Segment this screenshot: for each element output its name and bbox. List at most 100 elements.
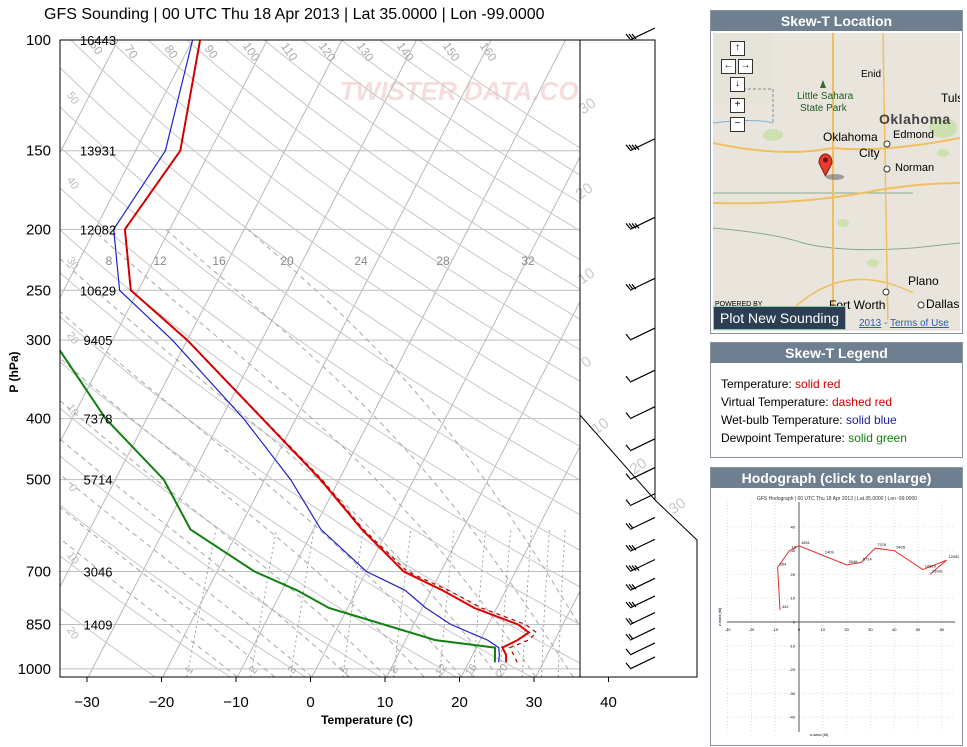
isotherm-line	[60, 40, 343, 589]
adiabat-top-label: 80	[162, 42, 181, 61]
legend-label: Virtual Temperature:	[721, 395, 832, 409]
height-label: 10629	[80, 283, 116, 298]
hodo-x-tick-label: 30	[868, 627, 873, 632]
dry-adiabat-line	[60, 66, 580, 447]
mixing-ratio-label: 32	[521, 254, 535, 268]
moist-adiabat-label: 30	[576, 95, 599, 118]
wind-barb-flag	[628, 523, 634, 529]
hodo-point-label: 5714	[863, 557, 873, 562]
isotherm-line	[386, 300, 580, 677]
moist-adiabat-line	[60, 257, 499, 677]
wind-barb-flag	[631, 283, 637, 290]
mixing-ratio-line	[557, 529, 566, 677]
mixing-ratio-bottom-label: 2	[247, 664, 260, 676]
legend-row: Wet-bulb Temperature: solid blue	[721, 411, 962, 429]
wind-barb-flag	[625, 333, 631, 340]
hodo-point-label: 9405	[896, 545, 906, 550]
isotherm-line	[60, 40, 268, 444]
wind-barb	[625, 216, 656, 230]
legend-row: Temperature: solid red	[721, 375, 962, 393]
moist-adiabat-line	[92, 228, 537, 677]
adiabat-edge-label: 50	[64, 90, 81, 107]
isotherm-line	[311, 155, 580, 677]
map-zoom-out-button[interactable]: −	[730, 117, 745, 132]
map-zoom-in-button[interactable]: +	[730, 98, 745, 113]
hodo-point-label: 3046	[849, 559, 859, 564]
legend-value: solid red	[795, 377, 841, 391]
moist-adiabat-label: 10	[575, 265, 598, 288]
map-pan-down-button[interactable]: ↓	[730, 77, 745, 92]
pressure-tick-label: 700	[26, 564, 51, 581]
wind-barb-flag	[628, 33, 634, 40]
wind-barb	[625, 627, 656, 641]
adiabat-top-label: 120	[316, 39, 339, 64]
wind-barb-flag	[631, 544, 637, 551]
map-label-okc-1: Oklahoma	[823, 130, 878, 144]
map-label-okc-2: City	[859, 146, 880, 160]
wind-barb-staff	[629, 516, 656, 530]
map-pan-up-button[interactable]: ↑	[730, 41, 745, 56]
wind-barb	[625, 438, 656, 452]
map-copyright: 2013 - Terms of Use	[859, 318, 949, 329]
wind-barb	[625, 642, 656, 656]
dry-adiabat-line	[60, 607, 156, 677]
height-label: 12082	[80, 222, 116, 237]
wind-barb	[625, 538, 656, 552]
x-tick-label: −30	[74, 694, 99, 711]
map-pan-right-button[interactable]: →	[738, 59, 753, 74]
wind-barb-flag	[631, 222, 637, 229]
x-tick-label: 0	[306, 694, 314, 711]
wind-barb-staff	[629, 595, 656, 609]
map-label-norman: Norman	[895, 162, 935, 174]
wind-barb-flag	[628, 618, 634, 624]
skewt-location-panel: Skew-T Location	[710, 10, 963, 334]
wind-barb	[625, 406, 656, 420]
hodograph-chart[interactable]: GFS Hodograph | 00 UTC Thu 18 Apr 2013 |…	[715, 492, 959, 740]
mixing-ratio-line	[472, 529, 487, 677]
moist-adiabat-line	[165, 228, 574, 677]
moist-adiabat-line	[247, 228, 580, 628]
barb-area-frame	[579, 39, 698, 678]
location-map[interactable]: Enid Little Sahara State Park Oklahoma T…	[713, 33, 960, 331]
hodograph-panel[interactable]: Hodograph (click to enlarge) GFS Hodogra…	[710, 467, 963, 746]
hodo-y-tick-label: 20	[791, 572, 796, 577]
wind-barb-staff	[629, 27, 656, 41]
hodo-x-tick-label: 20	[844, 627, 849, 632]
hodo-y-tick-label: -40	[789, 715, 796, 720]
wind-barb-flag	[625, 662, 631, 669]
map-terms-link[interactable]: Terms of Use	[889, 318, 949, 329]
dry-adiabat-line	[60, 455, 382, 677]
wind-barb-flag	[625, 473, 631, 479]
wind-barb-flag	[625, 444, 631, 451]
dry-adiabat-line	[340, 40, 580, 204]
wind-barb-flag	[631, 33, 637, 40]
map-pan-left-button[interactable]: ←	[721, 59, 736, 74]
plot-new-sounding-button[interactable]: Plot New Sounding	[713, 306, 847, 330]
series-wet-bulb-temperature-line	[113, 40, 501, 663]
adiabat-top-label: 90	[202, 42, 221, 61]
hodo-point-label: 10629	[925, 564, 937, 569]
hodo-y-tick-label: -30	[789, 691, 796, 696]
series-temperature-line	[123, 40, 531, 663]
hodo-x-tick-label: 40	[892, 627, 897, 632]
height-label: 3046	[84, 565, 113, 580]
wind-barb-flag	[634, 222, 640, 229]
wind-barb-staff	[629, 216, 656, 230]
map-label-powered: POWERED BY	[715, 301, 763, 308]
x-tick-label: 20	[451, 694, 468, 711]
panel-header: Hodograph (click to enlarge)	[711, 468, 962, 488]
dry-adiabat-line	[109, 40, 580, 382]
pressure-tick-label: 850	[26, 617, 51, 634]
pressure-tick-label: 250	[26, 282, 51, 299]
map-label-tuls: Tuls	[941, 91, 960, 105]
map-label-dallas: Dallas	[926, 297, 960, 311]
moist-adiabat-line	[60, 400, 387, 677]
hodo-y-tick-label: 10	[791, 596, 796, 601]
wind-barb-flag	[628, 283, 634, 290]
wind-barb-flag	[625, 648, 631, 655]
wind-barb-flag	[628, 565, 634, 571]
wind-barb	[625, 138, 656, 152]
wind-barb-flag	[625, 499, 631, 506]
wind-barb-flag	[634, 144, 640, 151]
wind-barb-staff	[629, 438, 656, 452]
